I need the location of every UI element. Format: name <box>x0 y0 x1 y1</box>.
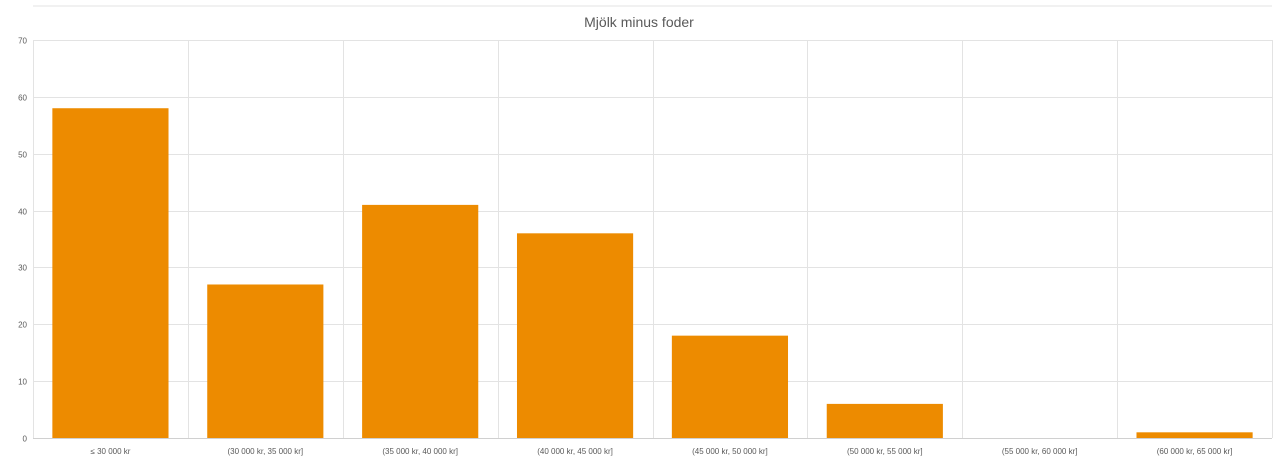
chart-title: Mjölk minus foder <box>584 14 694 30</box>
y-tick-label: 40 <box>18 208 27 217</box>
bar <box>671 335 789 438</box>
bar <box>207 284 324 438</box>
x-tick-label: (35 000 kr, 40 000 kr] <box>382 447 458 456</box>
y-tick-label: 10 <box>18 378 27 387</box>
y-tick-label: 30 <box>18 264 27 273</box>
grid-layer <box>33 5 1273 439</box>
y-axis-ticks: 0 10 20 30 40 50 60 70 <box>18 37 27 444</box>
y-tick-label: 20 <box>18 321 27 330</box>
bar <box>516 233 634 438</box>
y-tick-label: 70 <box>18 37 27 46</box>
x-tick-label: (45 000 kr, 50 000 kr] <box>692 447 768 456</box>
y-tick-label: 50 <box>18 151 27 160</box>
x-tick-label: (40 000 kr, 45 000 kr] <box>537 447 613 456</box>
y-tick-label: 60 <box>18 94 27 103</box>
x-tick-label: (55 000 kr, 60 000 kr] <box>1002 447 1078 456</box>
bar <box>52 108 169 438</box>
x-tick-label: (60 000 kr, 65 000 kr] <box>1157 447 1233 456</box>
bar <box>362 204 479 438</box>
x-tick-label: (50 000 kr, 55 000 kr] <box>847 447 923 456</box>
bar <box>826 403 943 438</box>
y-tick-label: 0 <box>23 435 28 444</box>
x-axis-labels: ≤ 30 000 kr (30 000 kr, 35 000 kr] (35 000… <box>90 447 1232 456</box>
x-tick-label: ≤ 30 000 kr <box>90 447 130 456</box>
bar <box>1136 432 1253 438</box>
bar-layer <box>52 108 1253 438</box>
x-tick-label: (30 000 kr, 35 000 kr] <box>228 447 304 456</box>
